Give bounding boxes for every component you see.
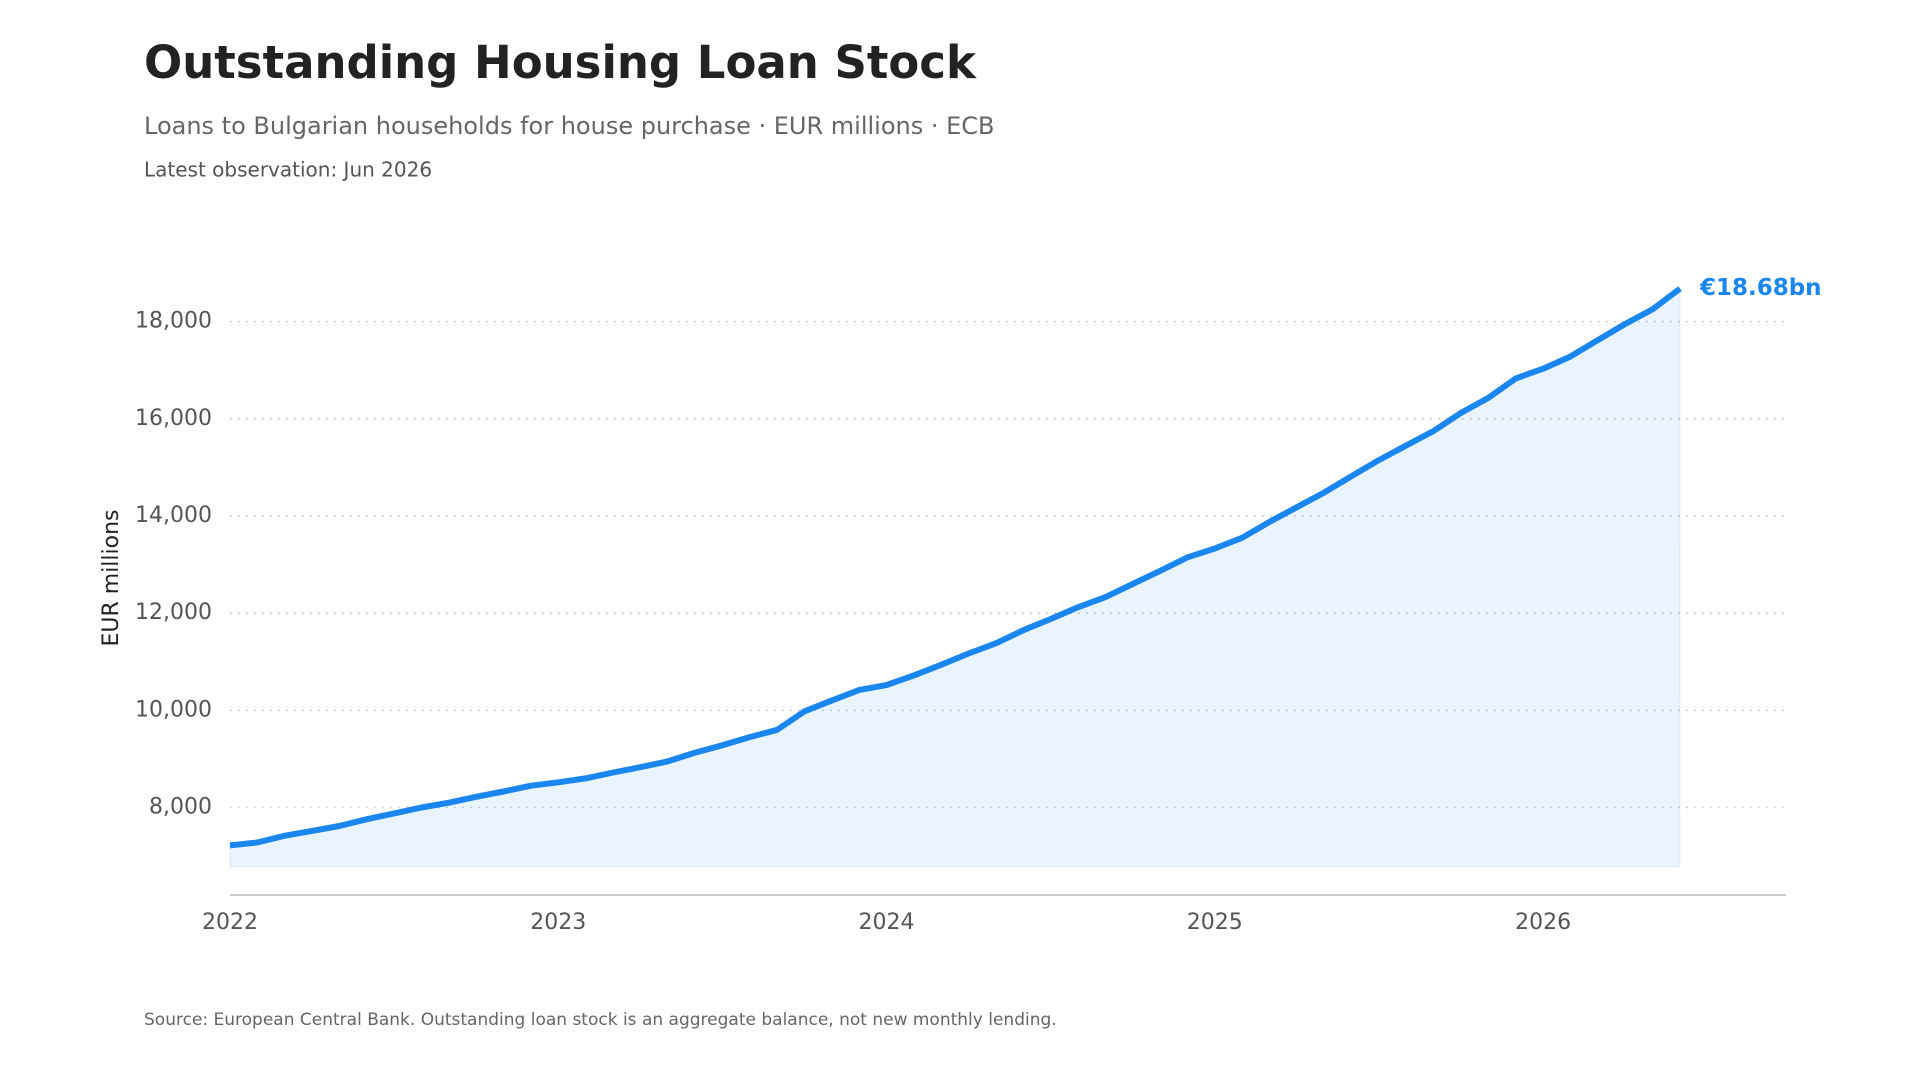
x-tick-label: 2022	[202, 910, 258, 935]
y-tick-label: 14,000	[135, 503, 212, 528]
y-axis-label: EUR millions	[99, 509, 124, 646]
chart-subtitle: Loans to Bulgarian households for house …	[144, 112, 995, 140]
y-tick-label: 8,000	[149, 795, 212, 820]
x-tick-label: 2023	[530, 910, 586, 935]
x-tick-label: 2026	[1515, 910, 1571, 935]
y-tick-label: 16,000	[135, 406, 212, 431]
x-tick-label: 2025	[1187, 910, 1243, 935]
end-label: €18.68bn	[1699, 275, 1822, 301]
line-series	[229, 286, 1682, 849]
y-tick-label: 18,000	[135, 309, 212, 334]
x-tick-label: 2024	[859, 910, 915, 935]
chart-title: Outstanding Housing Loan Stock	[144, 36, 977, 89]
y-tick-label: 12,000	[135, 600, 212, 625]
chart-note: Latest observation: Jun 2026	[144, 158, 432, 182]
area-fill	[229, 287, 1681, 868]
y-tick-label: 10,000	[135, 697, 212, 722]
source-note: Source: European Central Bank. Outstandi…	[144, 1010, 1057, 1030]
